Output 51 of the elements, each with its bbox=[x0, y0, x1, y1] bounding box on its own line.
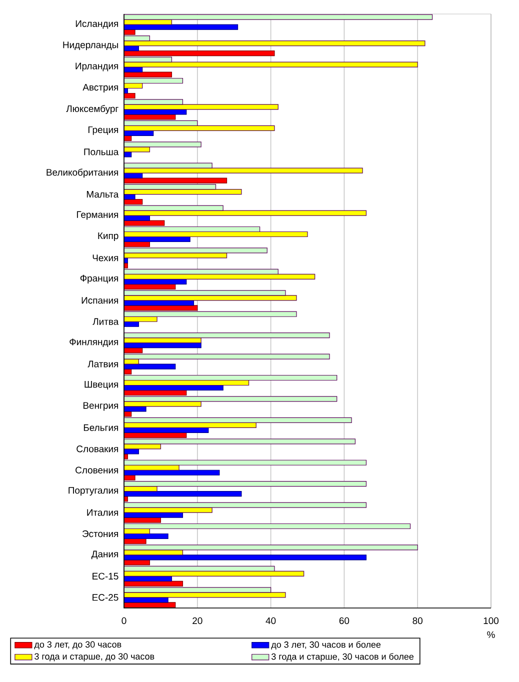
y-tick-label: Польша bbox=[84, 148, 119, 156]
x-tick-label: 20 bbox=[192, 617, 202, 624]
y-tick-label: Словакия bbox=[76, 446, 118, 452]
bar bbox=[124, 72, 172, 78]
x-tick-label: 40 bbox=[266, 617, 276, 624]
y-tick-label: Испания bbox=[82, 297, 118, 304]
y-tick-label: Люксембург bbox=[66, 105, 118, 114]
x-tick-label: 100 bbox=[484, 617, 499, 624]
y-tick-label: Ирландия bbox=[76, 62, 118, 72]
bar bbox=[124, 364, 176, 370]
bar bbox=[124, 220, 165, 226]
y-tick-label: Германия bbox=[77, 211, 118, 220]
y-tick-label: Дания bbox=[91, 550, 118, 560]
bar bbox=[124, 470, 220, 476]
y-tick-label: Нидерланды bbox=[63, 42, 118, 50]
y-tick-label: Литва bbox=[92, 318, 119, 325]
y-tick-label: Франция bbox=[80, 274, 118, 284]
bar bbox=[124, 580, 184, 586]
x-tick-label: 60 bbox=[339, 617, 350, 624]
y-tick-label: Финляндия bbox=[70, 338, 118, 348]
y-tick-label: Греция bbox=[88, 126, 118, 135]
y-tick-label: Бельгия bbox=[84, 424, 118, 431]
y-tick-label: Исландия bbox=[76, 20, 118, 29]
y-tick-label: Кипр bbox=[98, 232, 118, 241]
bar bbox=[124, 533, 168, 540]
bar bbox=[124, 491, 242, 497]
bar bbox=[124, 554, 367, 560]
bar bbox=[124, 92, 136, 99]
y-tick-label: ЕС-15 bbox=[92, 572, 118, 580]
x-axis-title: % bbox=[487, 631, 495, 638]
y-tick-label: Словения bbox=[76, 466, 118, 474]
legend-label: 3 года и старше, 30 часов и более bbox=[272, 653, 414, 662]
y-tick-label: Чехия bbox=[92, 254, 118, 262]
y-tick-label: Италия bbox=[87, 509, 118, 516]
legend-label: до 3 лет, 30 часов и более bbox=[271, 641, 381, 650]
y-tick-label: Латвия bbox=[88, 360, 118, 368]
x-tick-label: 0 bbox=[122, 617, 126, 624]
bar bbox=[124, 24, 238, 30]
y-tick-label: Венгрия bbox=[83, 402, 118, 411]
y-tick-label: ЕС-25 bbox=[92, 594, 118, 601]
y-tick-label: Португалия bbox=[68, 487, 118, 496]
y-tick-label: Швеция bbox=[84, 381, 118, 390]
legend-label: 3 года и старше, до 30 часов bbox=[34, 653, 154, 662]
y-tick-label: Австрия bbox=[82, 84, 118, 92]
legend-label: до 3 лет, до 30 часов bbox=[34, 641, 122, 650]
bar bbox=[124, 50, 275, 56]
x-tick-label: 80 bbox=[412, 617, 422, 624]
y-tick-label: Эстония bbox=[82, 530, 118, 538]
y-tick-label: Мальта bbox=[86, 191, 119, 198]
bar bbox=[124, 178, 228, 184]
y-tick-label: Великобритания bbox=[46, 168, 118, 178]
